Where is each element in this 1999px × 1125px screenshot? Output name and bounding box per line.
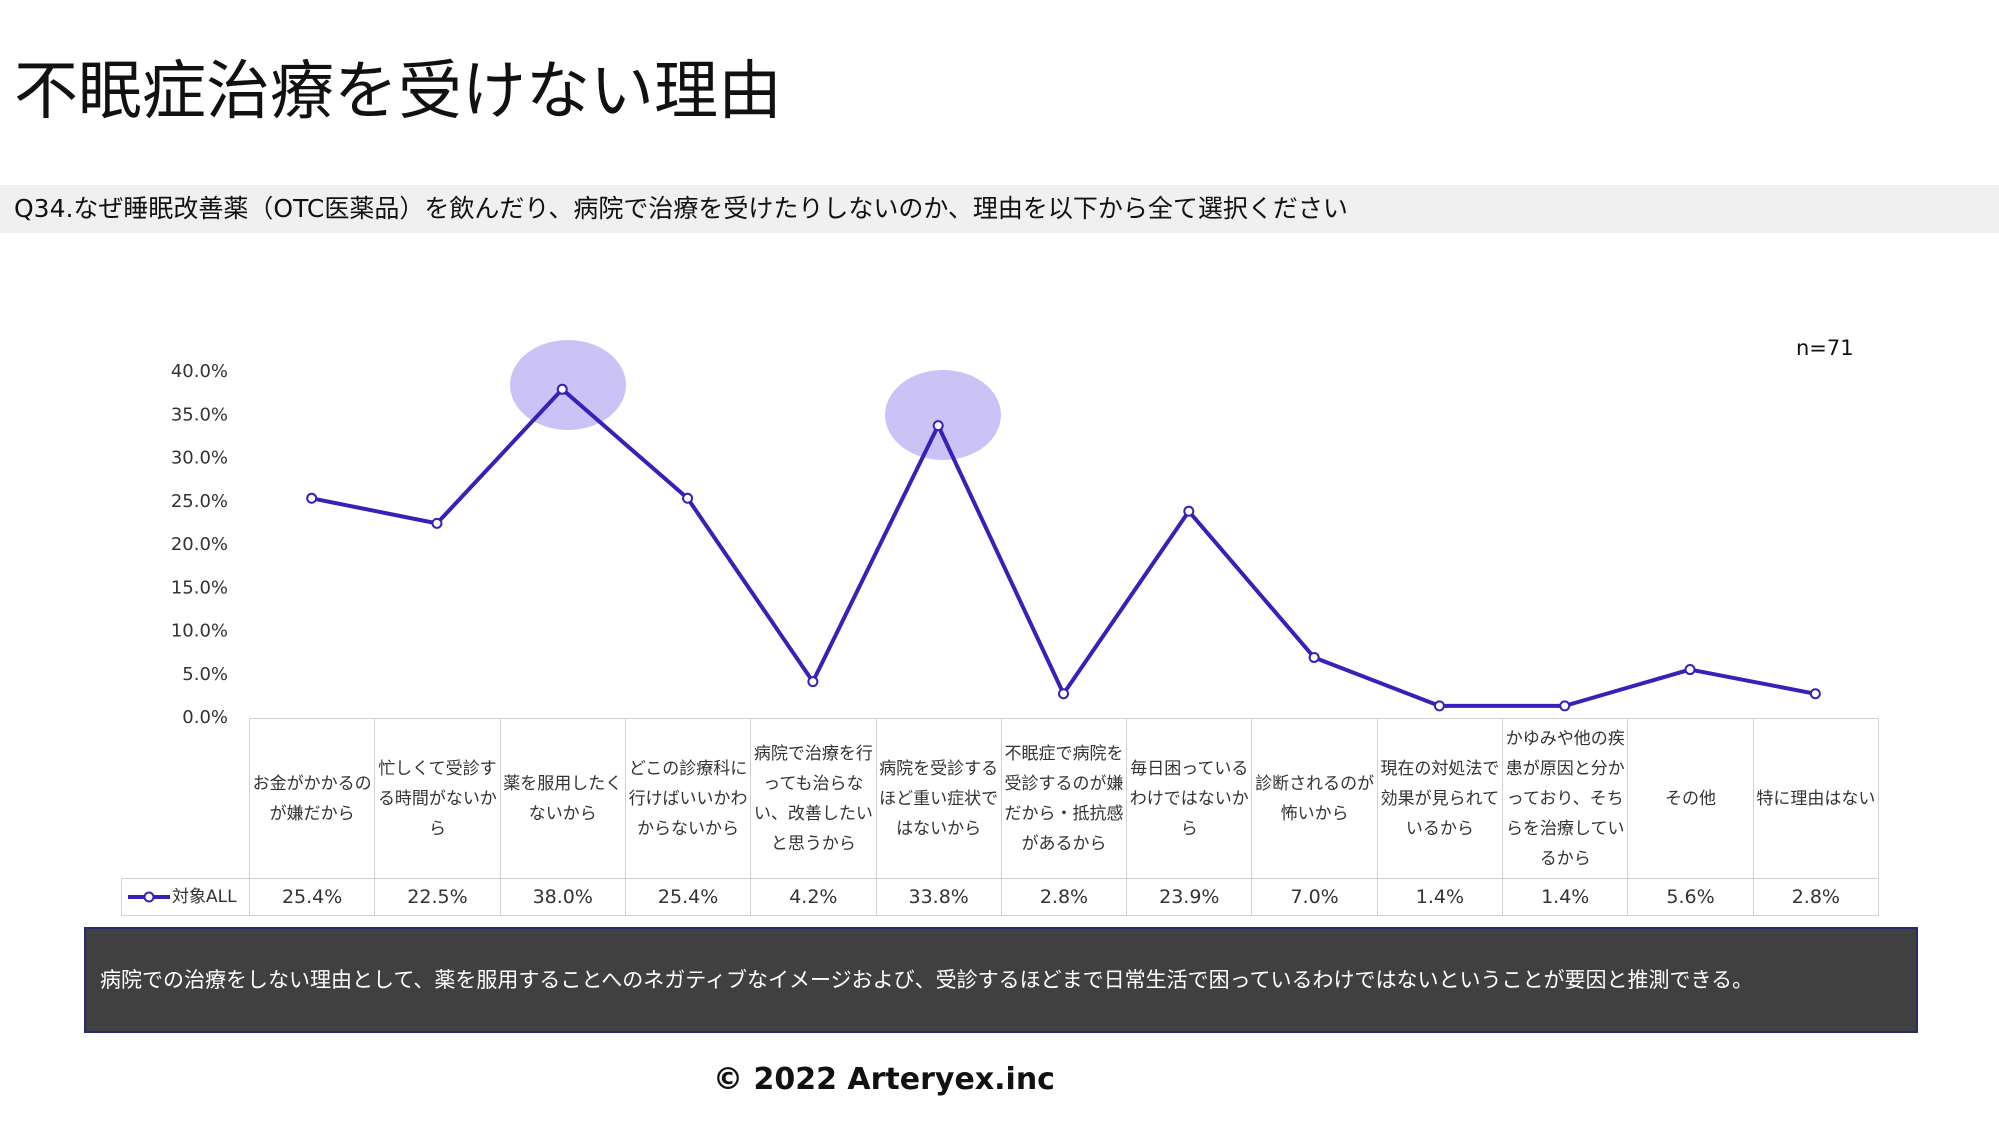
category-cell: 特に理由はない	[1752, 718, 1879, 879]
chart: 0.0% 5.0% 10.0% 15.0% 20.0% 25.0% 30.0% 35.0% 40…	[171, 340, 1821, 728]
value-label: 2.8%	[1000, 878, 1128, 916]
legend-swatch	[128, 891, 170, 903]
y-tick-label: 35.0%	[171, 404, 228, 425]
marker	[1433, 700, 1445, 712]
legend-label: 対象ALL	[172, 887, 237, 907]
marker	[1183, 505, 1195, 517]
value-label: 22.5%	[374, 878, 501, 916]
category-cell: かゆみや他の疾患が原因と分かっており、そちらを治療しているから	[1502, 718, 1629, 879]
category-cell: 不眠症で病院を受診するのが嫌だから・抵抗感があるから	[1000, 718, 1128, 879]
marker	[1058, 688, 1069, 700]
category-cell: 忙しくて受診する時間がないから	[374, 718, 501, 879]
category-cell: どこの診療科に行けばいいかわからないから	[624, 718, 752, 879]
value-label: 1.4%	[1376, 878, 1504, 916]
marker	[1809, 688, 1821, 700]
highlight	[885, 370, 1001, 460]
y-tick-label: 10.0%	[171, 621, 228, 642]
category-cell: 病院で治療を行っても治らない、改善したいと思うから	[750, 718, 877, 879]
highlight	[510, 340, 626, 430]
category-cell: お金がかかるのが嫌だから	[249, 718, 376, 879]
marker	[1684, 664, 1696, 676]
marker	[682, 492, 694, 504]
title: 不眠症治療を受けない理由	[14, 55, 782, 129]
value-label: 38.0%	[499, 878, 626, 916]
marker	[1559, 700, 1571, 712]
value-label: 25.4%	[249, 878, 376, 916]
y-tick-label: 20.0%	[171, 534, 228, 555]
value-label: 2.8%	[1752, 878, 1879, 916]
marker	[932, 420, 944, 432]
y-tick-label: 5.0%	[182, 664, 228, 685]
category-cell: 現在の対処法で効果が見られているから	[1376, 718, 1504, 879]
y-tick-label: 15.0%	[171, 577, 228, 598]
value-label: 1.4%	[1502, 878, 1629, 916]
y-tick-label: 30.0%	[171, 448, 228, 469]
y-tick-label: 40.0%	[171, 361, 228, 382]
category-cell: 毎日困っているわけではないから	[1126, 718, 1253, 879]
marker	[556, 383, 568, 395]
marker	[807, 676, 819, 688]
category-cell: 薬を服用したくないから	[499, 718, 626, 879]
category-cell: その他	[1627, 718, 1754, 879]
question: Q34.なぜ睡眠改善薬（OTC医薬品）を飲んだり、病院で治療を受けたりしないのか…	[0, 185, 1999, 233]
value-label: 25.4%	[624, 878, 752, 916]
marker	[1308, 651, 1320, 663]
value-label: 5.6%	[1627, 878, 1754, 916]
legend-marker	[143, 891, 155, 903]
marker	[431, 517, 443, 529]
legend-cell: 対象ALL	[121, 878, 250, 916]
category-cell: 病院を受診するほど重い症状ではないから	[875, 718, 1002, 879]
footer: © 2022 Arteryex.inc	[713, 1062, 1055, 1097]
value-label: 23.9%	[1126, 878, 1253, 916]
marker	[306, 492, 318, 504]
line	[311, 387, 1816, 708]
category-cell: 診断されるのが怖いから	[1251, 718, 1378, 879]
value-label: 33.8%	[875, 878, 1002, 916]
summary: 病院での治療をしない理由として、薬を服用することへのネガティブなイメージおよび、…	[84, 927, 1918, 1033]
y-tick-label: 0.0%	[182, 707, 228, 728]
value-label: 7.0%	[1251, 878, 1378, 916]
y-tick-label: 25.0%	[171, 491, 228, 512]
sample-size: n=71	[1796, 336, 1854, 360]
value-label: 4.2%	[750, 878, 877, 916]
